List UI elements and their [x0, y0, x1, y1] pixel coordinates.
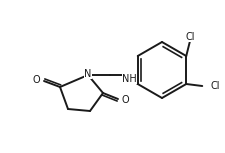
Text: NH: NH: [122, 74, 136, 84]
Text: Cl: Cl: [185, 32, 194, 42]
Text: Cl: Cl: [209, 81, 219, 91]
Text: O: O: [32, 75, 40, 85]
Text: N: N: [84, 69, 91, 79]
Text: O: O: [122, 95, 129, 105]
